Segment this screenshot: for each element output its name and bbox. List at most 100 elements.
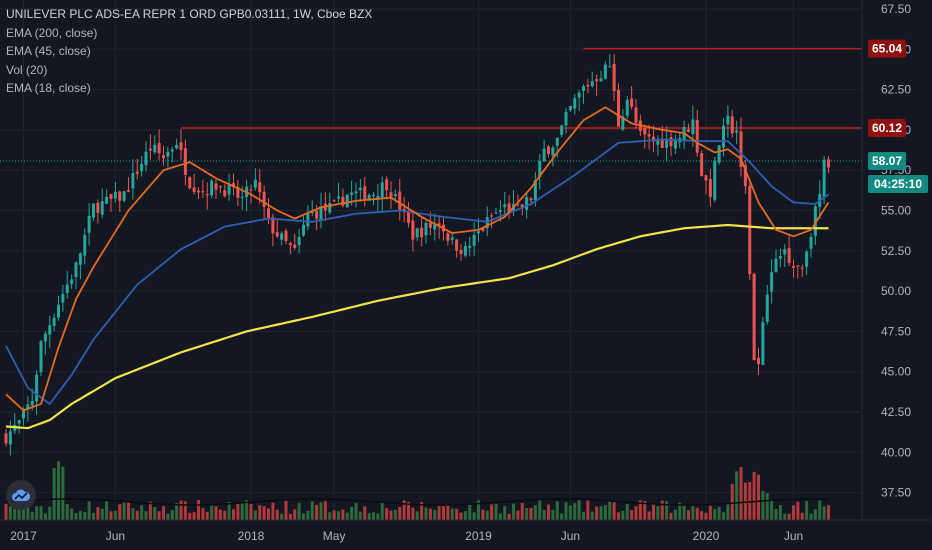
volume-bar bbox=[520, 503, 524, 520]
volume-bar bbox=[555, 501, 559, 520]
volume-bar bbox=[262, 506, 266, 520]
legend-ema200[interactable]: EMA (200, close) bbox=[6, 25, 98, 40]
volume-bar bbox=[407, 501, 410, 520]
candle-body bbox=[433, 223, 437, 230]
legend-ema45[interactable]: EMA (45, close) bbox=[6, 44, 91, 58]
candle-body bbox=[100, 201, 104, 215]
volume-bar bbox=[74, 512, 78, 520]
volume-bar bbox=[739, 467, 743, 520]
volume-bar bbox=[704, 512, 708, 520]
volume-bar bbox=[183, 501, 187, 520]
candle-body bbox=[122, 191, 126, 201]
volume-bar bbox=[354, 503, 358, 520]
candle-body bbox=[796, 265, 800, 267]
volume-bar bbox=[455, 508, 459, 520]
volume-bar bbox=[442, 506, 445, 520]
candle-body bbox=[271, 217, 275, 234]
candle-body bbox=[83, 235, 87, 256]
candle-body bbox=[809, 236, 813, 249]
volume-bar bbox=[450, 508, 454, 520]
candle-body bbox=[30, 400, 34, 406]
candle-body bbox=[472, 234, 476, 246]
volume-bar bbox=[717, 506, 721, 520]
tradingview-logo[interactable] bbox=[6, 480, 36, 510]
candle-body bbox=[293, 244, 297, 248]
volume-bar bbox=[43, 513, 47, 520]
candle-body bbox=[463, 245, 467, 256]
countdown-label: 04:25:10 bbox=[874, 177, 922, 191]
candle-body bbox=[800, 267, 804, 269]
candle-body bbox=[577, 92, 581, 98]
candle-body bbox=[354, 191, 358, 194]
candle-body bbox=[411, 220, 415, 240]
candle-body bbox=[446, 233, 450, 241]
volume-bar bbox=[92, 512, 95, 520]
legend-title[interactable]: UNILEVER PLC ADS-EA REPR 1 ORD GPB0.0311… bbox=[6, 7, 373, 21]
volume-bar bbox=[306, 510, 310, 520]
volume-bar bbox=[682, 505, 686, 520]
volume-bar bbox=[393, 509, 397, 520]
volume-bar bbox=[245, 500, 249, 520]
candle-body bbox=[551, 147, 555, 156]
volume-bar bbox=[498, 513, 502, 520]
resistance-lines bbox=[181, 47, 862, 129]
candle-body bbox=[770, 272, 774, 292]
candle-body bbox=[188, 177, 192, 189]
candle-body bbox=[232, 183, 235, 188]
volume-bar bbox=[459, 512, 463, 520]
candle-body bbox=[477, 231, 480, 234]
volume-bar bbox=[140, 505, 144, 520]
volume-bar bbox=[30, 511, 34, 520]
volume-bar bbox=[175, 503, 179, 520]
volume-bar bbox=[218, 509, 222, 520]
candle-body bbox=[708, 179, 712, 197]
volume-bar bbox=[100, 508, 104, 520]
volume-bar bbox=[660, 500, 664, 520]
candle-body bbox=[533, 180, 537, 201]
candle-body bbox=[297, 236, 301, 245]
volume-bar bbox=[787, 513, 791, 520]
volume-bar bbox=[778, 505, 782, 520]
candle-body bbox=[385, 179, 389, 191]
candle-body bbox=[805, 251, 809, 267]
candle-body bbox=[380, 182, 384, 198]
volume-bar bbox=[398, 507, 402, 520]
resistance-label-bg bbox=[868, 39, 906, 58]
legend-volume[interactable]: Vol (20) bbox=[6, 62, 48, 77]
candle-body bbox=[542, 148, 546, 162]
volume-bar bbox=[822, 506, 826, 520]
volume-bar bbox=[573, 503, 577, 520]
candle-body bbox=[450, 237, 454, 240]
volume-bar bbox=[490, 504, 494, 520]
candle-body bbox=[105, 196, 109, 204]
candle-body bbox=[621, 116, 625, 130]
volume-bar bbox=[48, 506, 52, 520]
ema45-line bbox=[5, 138, 830, 406]
candle-body bbox=[455, 239, 459, 251]
volume-bar bbox=[288, 513, 292, 520]
volume-bar bbox=[271, 502, 275, 520]
candle-body bbox=[516, 203, 520, 205]
candle-body bbox=[437, 223, 441, 226]
candle-body bbox=[643, 128, 647, 135]
candle-body bbox=[201, 191, 205, 193]
volume-bar bbox=[131, 508, 135, 520]
candle-body bbox=[560, 125, 564, 135]
candle-body bbox=[197, 190, 200, 193]
volume-bar bbox=[65, 504, 69, 520]
time-axis[interactable]: 2017 Jun 2018 May 2019 Jun 2020 Jun bbox=[10, 529, 803, 543]
volume-bar bbox=[547, 504, 550, 520]
volume-bar bbox=[166, 513, 170, 520]
candle-body bbox=[652, 136, 655, 142]
candle-body bbox=[822, 159, 826, 198]
legend-ema18[interactable]: EMA (18, close) bbox=[6, 81, 91, 95]
candle-body bbox=[827, 159, 830, 168]
candle-body bbox=[507, 203, 511, 213]
candle-body bbox=[179, 142, 183, 150]
volume-bar bbox=[148, 501, 152, 520]
volume-bar bbox=[70, 508, 74, 520]
volume-bar bbox=[157, 511, 161, 520]
candle-body bbox=[372, 194, 375, 196]
candle-body bbox=[70, 279, 74, 285]
candle-body bbox=[135, 171, 139, 174]
